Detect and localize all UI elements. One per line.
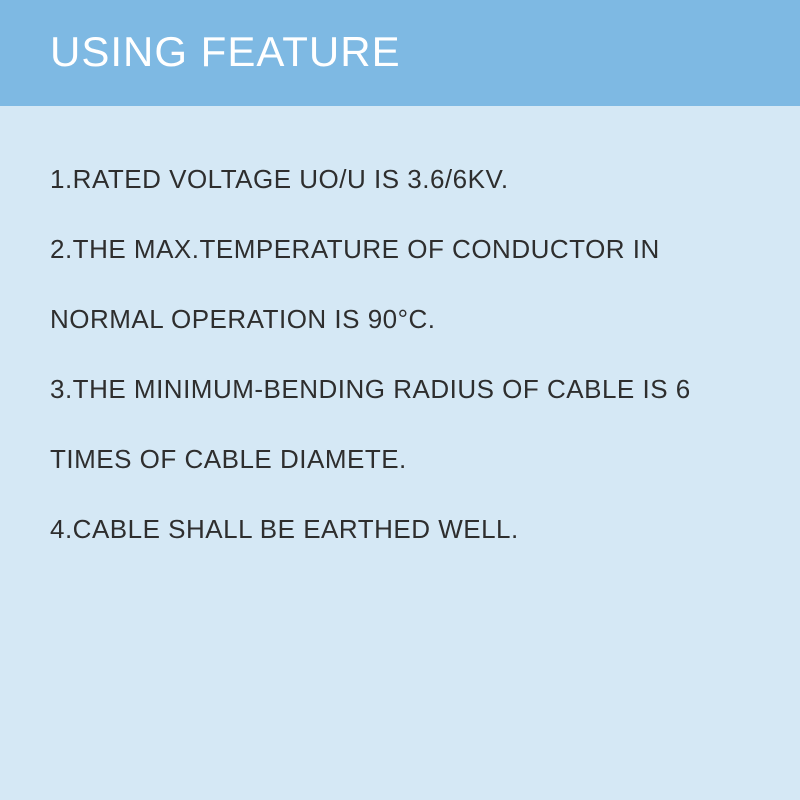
feature-item: 2.THE MAX.TEMPERATURE OF CONDUCTOR IN NO… (50, 214, 750, 354)
feature-item: 4.CABLE SHALL BE EARTHED WELL. (50, 494, 750, 564)
section-title: USING FEATURE (50, 28, 401, 75)
feature-item: 3.THE MINIMUM-BENDING RADIUS OF CABLE IS… (50, 354, 750, 494)
feature-body: 1.RATED VOLTAGE UO/U IS 3.6/6KV. 2.THE M… (0, 106, 800, 800)
section-header: USING FEATURE (0, 0, 800, 106)
feature-item: 1.RATED VOLTAGE UO/U IS 3.6/6KV. (50, 144, 750, 214)
feature-panel: USING FEATURE 1.RATED VOLTAGE UO/U IS 3.… (0, 0, 800, 800)
